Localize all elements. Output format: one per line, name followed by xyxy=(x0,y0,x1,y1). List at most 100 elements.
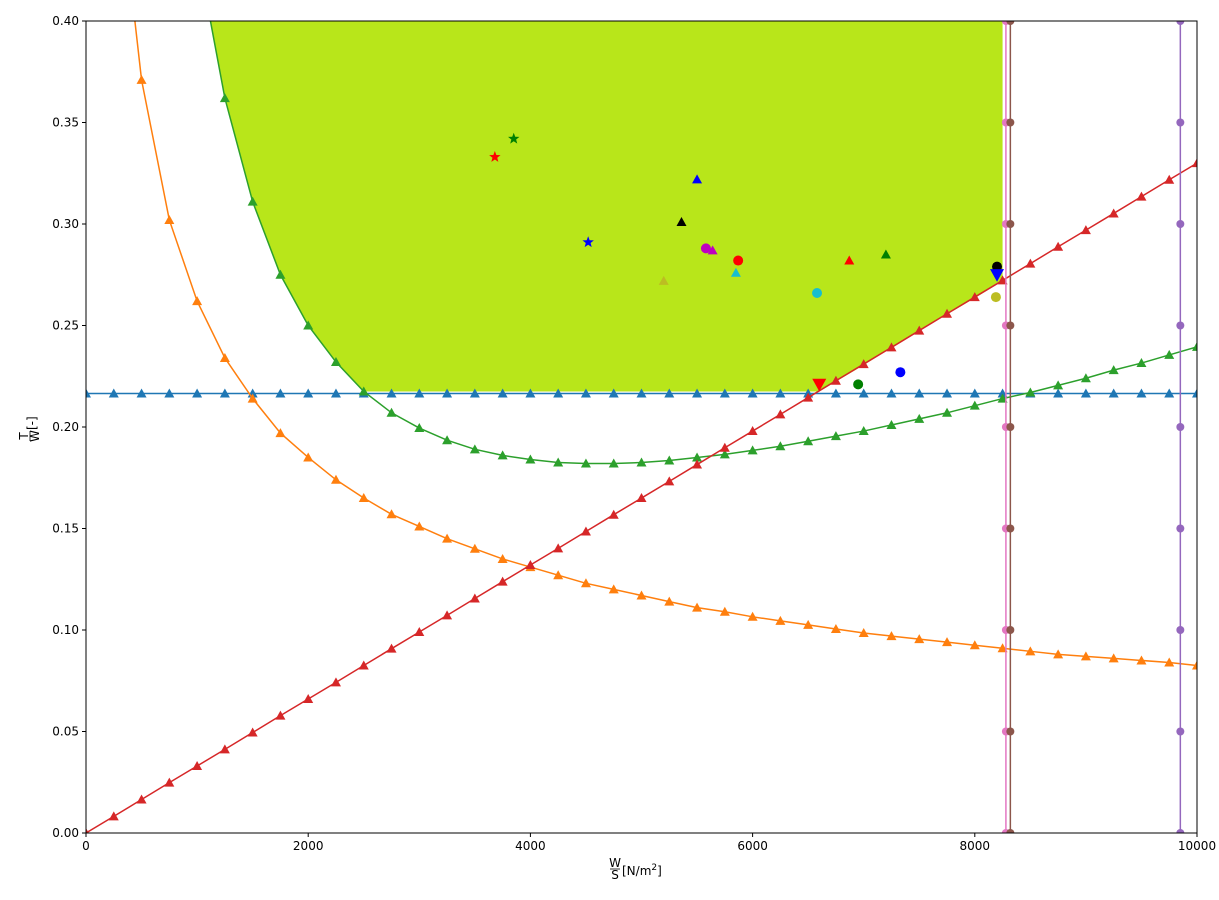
series-0-point-39 xyxy=(1164,388,1175,398)
series-3-point-17 xyxy=(553,543,564,553)
series-3-point-12 xyxy=(414,627,425,637)
series-3-point-20 xyxy=(636,493,647,503)
series-0-point-36 xyxy=(1080,388,1091,398)
series-2-point-24 xyxy=(886,419,897,429)
series-2-point-28 xyxy=(997,393,1008,403)
y-tick-label-0: 0.00 xyxy=(52,826,79,840)
series-1-point-8 xyxy=(358,493,369,503)
series-3-point-23 xyxy=(719,442,730,452)
design-point-2 xyxy=(582,236,594,248)
series-2-point-27 xyxy=(969,400,980,410)
series-5-point-8 xyxy=(1006,21,1015,25)
series-0-point-35 xyxy=(1053,388,1064,398)
series-0-point-13 xyxy=(442,388,453,398)
series-2-point-16 xyxy=(664,455,675,465)
series-2-point-10 xyxy=(497,450,508,460)
series-6-point-0 xyxy=(1176,829,1185,833)
series-1-point-7 xyxy=(330,474,341,484)
series-1-point-36 xyxy=(1136,655,1147,665)
series-5-point-2 xyxy=(1006,626,1015,634)
series-6-point-6 xyxy=(1176,220,1185,228)
series-0-point-20 xyxy=(636,388,647,398)
series-1-point-5 xyxy=(275,428,286,438)
series-1-point-23 xyxy=(775,615,786,625)
series-0-point-2 xyxy=(136,388,147,398)
series-2-point-30 xyxy=(1053,380,1064,390)
x-tick-label-4: 8000 xyxy=(960,839,991,853)
series-3-point-36 xyxy=(1080,225,1091,235)
series-0-point-28 xyxy=(858,388,869,398)
series-1-point-6 xyxy=(303,452,314,462)
series-line-1 xyxy=(134,21,1197,667)
y-tick-label-4: 0.20 xyxy=(52,420,79,434)
series-2-point-22 xyxy=(830,431,841,441)
y-tick-label-8: 0.40 xyxy=(52,14,79,28)
design-point-16 xyxy=(992,261,1003,272)
x-axis-label: W S [N/m2] xyxy=(609,856,662,882)
series-1-point-12 xyxy=(469,543,480,553)
series-0-point-31 xyxy=(942,388,953,398)
series-6-point-7 xyxy=(1176,118,1185,127)
series-0-point-7 xyxy=(275,388,286,398)
series-0-point-38 xyxy=(1136,388,1147,398)
series-3-point-9 xyxy=(330,677,341,687)
series-6-point-1 xyxy=(1176,727,1185,736)
series-3-point-5 xyxy=(219,744,230,754)
y-tick-label-7: 0.35 xyxy=(52,116,79,130)
series-6-point-4 xyxy=(1176,423,1185,431)
y-tick-label-1: 0.05 xyxy=(52,725,79,739)
series-2-point-15 xyxy=(636,457,647,467)
series-1-point-38 xyxy=(1192,660,1197,670)
series-2-point-5 xyxy=(358,386,369,396)
series-1-point-35 xyxy=(1108,653,1119,663)
series-3-point-34 xyxy=(1025,258,1036,268)
series-3-point-25 xyxy=(775,409,786,419)
series-6-point-8 xyxy=(1176,21,1185,25)
series-0-point-3 xyxy=(164,388,175,398)
series-0-point-37 xyxy=(1108,388,1119,398)
series-0-point-17 xyxy=(553,388,564,398)
series-3-point-19 xyxy=(608,509,619,519)
series-1 xyxy=(134,21,1197,670)
series-1-point-21 xyxy=(719,606,730,616)
design-point-14 xyxy=(880,249,891,259)
series-3-point-10 xyxy=(358,660,369,670)
series-0-point-11 xyxy=(386,388,397,398)
design-point-9 xyxy=(733,255,744,266)
series-1-point-22 xyxy=(747,611,758,621)
series-0-point-32 xyxy=(969,388,980,398)
series-2-point-0 xyxy=(219,93,230,103)
series-1-point-34 xyxy=(1080,651,1091,661)
series-1-point-9 xyxy=(386,509,397,519)
series-3-point-3 xyxy=(164,777,175,787)
series-1-point-3 xyxy=(219,352,230,362)
series-3-point-28 xyxy=(858,359,869,369)
series-2-point-4 xyxy=(330,357,341,367)
series-0-point-29 xyxy=(886,388,897,398)
series-3 xyxy=(86,158,1197,833)
x-tick-label-3: 6000 xyxy=(737,839,768,853)
series-2-point-12 xyxy=(553,457,564,467)
series-1-point-10 xyxy=(414,521,425,531)
series-3-point-29 xyxy=(886,342,897,352)
design-point-3 xyxy=(658,275,669,285)
series-3-point-6 xyxy=(247,727,258,737)
design-point-18 xyxy=(990,292,1001,303)
series-1-point-15 xyxy=(553,570,564,580)
series-1-point-17 xyxy=(608,584,619,594)
series-2-point-2 xyxy=(275,269,286,279)
y-tick-label-5: 0.25 xyxy=(52,319,79,333)
series-2-point-29 xyxy=(1025,387,1036,397)
series-3-point-26 xyxy=(803,392,814,402)
series-5-point-3 xyxy=(1006,524,1015,533)
feasible-region xyxy=(210,21,1003,392)
y-label-frac-num: T xyxy=(17,432,31,441)
series-0-point-9 xyxy=(330,388,341,398)
design-point-1 xyxy=(508,132,520,144)
series-3-point-21 xyxy=(664,476,675,486)
marker-layer xyxy=(489,132,1005,392)
series-3-point-16 xyxy=(525,560,536,570)
y-axis: 0.00 0.05 0.10 0.15 0.20 0.25 0.30 0.35 0.40 xyxy=(52,14,86,840)
series-1-point-1 xyxy=(164,214,175,224)
series-2-point-8 xyxy=(442,435,453,445)
